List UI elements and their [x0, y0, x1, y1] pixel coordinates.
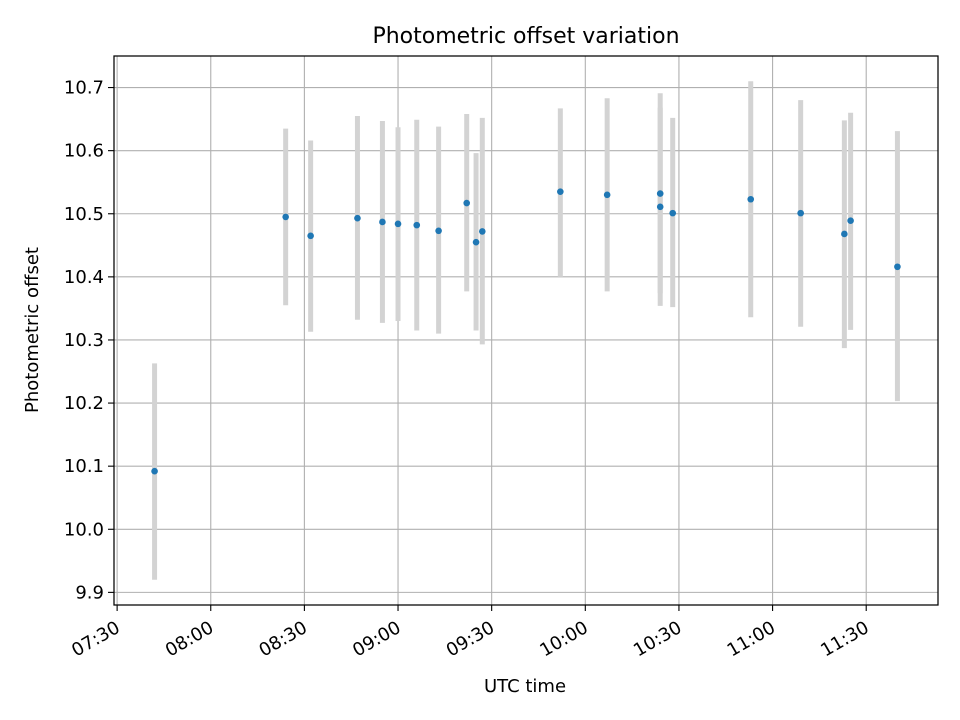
data-point	[847, 217, 854, 224]
y-tick-label: 10.2	[64, 393, 104, 414]
data-point	[479, 228, 486, 235]
grid	[114, 56, 938, 605]
x-axis-title: UTC time	[484, 676, 566, 697]
y-axis-title: Photometric offset	[22, 247, 43, 413]
data-point	[413, 221, 421, 229]
data-point	[394, 220, 402, 228]
data-point	[669, 209, 676, 217]
data-point	[841, 230, 848, 238]
data-point	[747, 195, 755, 203]
data-point	[797, 209, 804, 217]
data-point	[307, 232, 314, 240]
data-point	[472, 238, 480, 246]
data-point	[656, 190, 664, 197]
y-tick-label: 10.7	[64, 78, 104, 99]
data-point	[603, 191, 611, 199]
data-point	[435, 227, 442, 235]
y-tick-label: 10.1	[64, 456, 104, 477]
data-point	[894, 263, 901, 271]
data-point	[463, 199, 470, 207]
data-point	[656, 203, 664, 211]
data-point	[354, 214, 361, 222]
y-tick-label: 10.5	[64, 204, 104, 225]
data-point	[151, 467, 158, 475]
data-point	[379, 218, 386, 226]
y-tick-label: 10.4	[64, 267, 104, 288]
data-points	[151, 188, 901, 475]
plot-area-frame	[113, 55, 939, 606]
y-tick-label: 10.3	[64, 330, 104, 351]
y-tick-label: 10.6	[64, 141, 104, 162]
data-point	[557, 188, 564, 195]
chart-title: Photometric offset variation	[372, 24, 679, 49]
y-axis-ticks: 9.9 10.0 10.1 10.2 10.3 10.4 10.5 10.6 10.7	[64, 78, 114, 603]
y-tick-label: 10.0	[64, 519, 104, 540]
y-tick-label: 9.9	[75, 582, 104, 603]
data-point	[282, 213, 289, 221]
